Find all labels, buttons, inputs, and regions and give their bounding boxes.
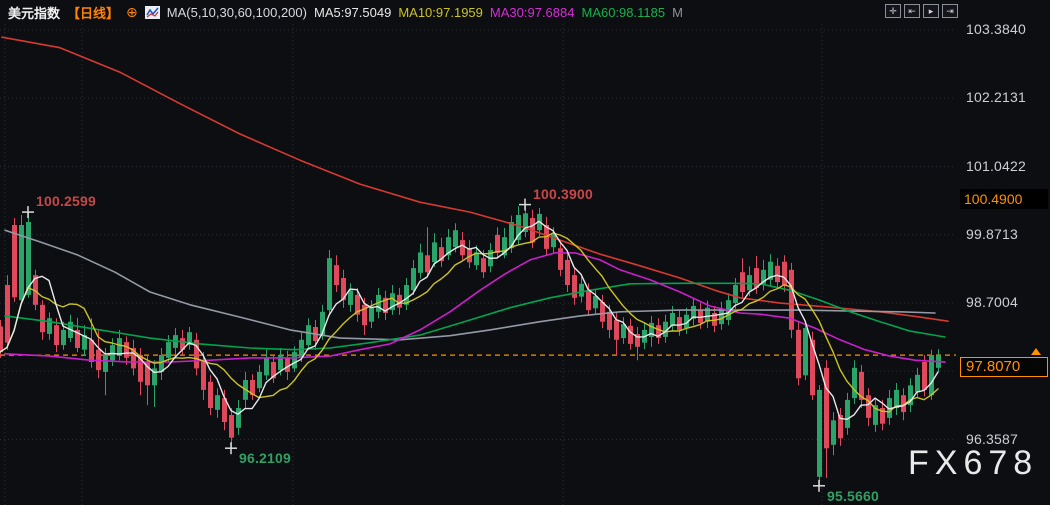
axis-label: 102.2131 — [966, 89, 1026, 106]
go-to-end-button[interactable]: ⇥ — [942, 4, 958, 18]
axis-label: 99.8713 — [966, 225, 1019, 242]
period-label[interactable]: 【日线】 — [67, 5, 120, 21]
swing-high-label: 100.3900 — [533, 185, 593, 202]
ma60-value: MA60:98.1185 — [581, 4, 666, 20]
expand-icon[interactable]: ⊕ — [126, 4, 138, 20]
go-to-start-button[interactable]: ⇤ — [904, 4, 920, 18]
fx678-watermark: FX678 — [908, 444, 1039, 482]
chart-type-icon[interactable] — [144, 5, 160, 19]
axis-label: 98.7004 — [966, 294, 1019, 311]
swing-low-label: 95.5660 — [827, 487, 880, 504]
price-arrow-icon — [1031, 348, 1041, 356]
ma30-value: MA30:97.6884 — [489, 4, 575, 20]
last-price-box: 97.8070 — [960, 357, 1048, 378]
axis-label: 101.0422 — [966, 157, 1026, 174]
ma100-value-truncated: M — [672, 4, 683, 20]
ma10-value: MA10:97.1959 — [398, 4, 483, 20]
autoplay-button[interactable]: ▸ — [923, 4, 939, 18]
upper-price-box: 100.4900 — [960, 188, 1048, 209]
swing-high-label: 100.2599 — [36, 193, 96, 210]
ma-settings-label[interactable]: MA(5,10,30,60,100,200) — [166, 4, 307, 20]
symbol-title: 美元指数 — [8, 5, 61, 21]
axis-label: 103.3840 — [966, 21, 1026, 37]
axis-label: 96.3587 — [966, 430, 1019, 447]
chart-header: 美元指数 【日线】 ⊕ MA(5,10,30,60,100,200) MA5:9… — [8, 3, 683, 21]
ma5-value: MA5:97.5049 — [313, 4, 392, 20]
swing-low-label: 96.2109 — [239, 450, 292, 467]
chart-toolbar: ✛ ⇤ ▸ ⇥ — [885, 4, 958, 18]
crosshair-button[interactable]: ✛ — [885, 4, 901, 18]
